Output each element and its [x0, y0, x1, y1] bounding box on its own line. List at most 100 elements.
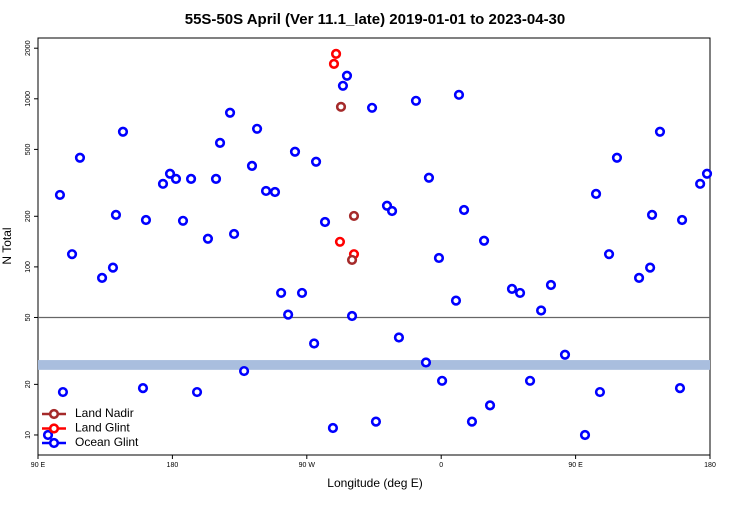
data-point: [478, 235, 490, 246]
data-point: [283, 309, 294, 320]
data-point: [524, 375, 536, 386]
y-tick-label: 1000: [25, 91, 32, 107]
data-point: [57, 386, 69, 398]
data-point: [423, 172, 435, 183]
data-point: [393, 332, 405, 343]
data-point: [654, 126, 666, 137]
y-tick-label: 500: [25, 143, 32, 155]
shaded-band: [38, 360, 710, 370]
data-point: [157, 178, 169, 189]
x-tick-label: 180: [704, 462, 716, 469]
data-point: [170, 173, 182, 184]
data-point: [346, 254, 358, 266]
data-point: [110, 209, 122, 220]
data-point: [366, 102, 378, 113]
data-point: [420, 357, 432, 368]
data-point: [701, 168, 713, 179]
data-point: [611, 152, 623, 163]
chart-title: 55S-50S April (Ver 11.1_late) 2019-01-01…: [185, 11, 566, 28]
x-axis-label: Longitude (deg E): [327, 476, 422, 490]
data-point: [191, 386, 203, 398]
data-point: [590, 188, 602, 199]
data-point: [633, 272, 645, 283]
data-point: [386, 205, 398, 217]
data-point: [674, 383, 686, 394]
data-point: [224, 107, 236, 118]
legend-marker: [48, 423, 60, 434]
y-tick-label: 20: [25, 380, 32, 388]
data-point: [330, 48, 342, 59]
data-point: [436, 375, 448, 386]
data-point: [260, 185, 272, 197]
data-point: [466, 416, 478, 427]
data-point: [450, 295, 462, 306]
data-point: [228, 228, 240, 240]
data-point: [246, 160, 258, 171]
data-point: [458, 204, 470, 216]
data-point: [594, 386, 606, 398]
data-point: [536, 305, 547, 316]
x-tick-label: 90 E: [31, 462, 46, 469]
data-point: [140, 214, 152, 226]
data-point: [238, 365, 250, 377]
data-point: [348, 210, 360, 222]
data-point: [603, 249, 615, 260]
data-point: [96, 272, 108, 283]
data-point: [346, 310, 358, 322]
data-point: [335, 101, 347, 112]
y-tick-label: 2000: [25, 40, 32, 56]
data-point: [42, 429, 54, 441]
data-point: [296, 287, 308, 299]
data-point: [309, 338, 320, 349]
legend-marker: [48, 408, 60, 420]
data-point: [370, 416, 382, 427]
data-point: [327, 422, 339, 434]
data-point: [117, 126, 129, 137]
data-point: [410, 95, 422, 106]
data-point: [484, 400, 496, 411]
x-tick-label: 180: [167, 462, 179, 469]
legend-label: Land Glint: [75, 421, 130, 435]
plot-frame: [37, 37, 711, 456]
y-tick-label: 50: [25, 313, 32, 321]
data-point: [66, 249, 78, 260]
data-point: [645, 262, 656, 273]
data-point: [54, 189, 66, 201]
data-point: [579, 429, 591, 441]
data-point: [433, 252, 445, 264]
x-tick-label: 90 W: [299, 462, 316, 469]
data-point: [289, 146, 301, 157]
legend-label: Ocean Glint: [75, 435, 139, 449]
x-tick-label: 90 E: [568, 462, 583, 469]
data-point: [214, 137, 226, 148]
data-point: [310, 156, 322, 167]
data-point: [164, 168, 176, 179]
data-point: [269, 186, 281, 198]
y-tick-label: 200: [25, 210, 32, 222]
data-point: [319, 216, 331, 228]
data-point: [453, 89, 465, 100]
data-point: [545, 279, 557, 291]
data-point: [506, 283, 518, 294]
data-point: [107, 262, 119, 273]
data-point: [514, 287, 526, 299]
data-point: [695, 178, 706, 189]
legend-label: Land Nadir: [75, 406, 134, 420]
data-point: [276, 287, 287, 299]
data-point: [676, 214, 688, 226]
legend-marker: [48, 437, 60, 449]
data-point: [177, 215, 189, 226]
data-point: [328, 58, 340, 69]
data-point: [646, 209, 658, 220]
data-point: [337, 80, 349, 91]
data-point: [202, 233, 214, 244]
x-tick-label: 0: [439, 462, 443, 469]
data-point: [185, 173, 197, 184]
y-tick-label: 100: [25, 261, 32, 273]
data-point: [341, 70, 353, 81]
data-point: [74, 152, 86, 163]
data-point: [210, 173, 222, 184]
data-point: [334, 236, 346, 247]
data-point: [251, 123, 263, 134]
